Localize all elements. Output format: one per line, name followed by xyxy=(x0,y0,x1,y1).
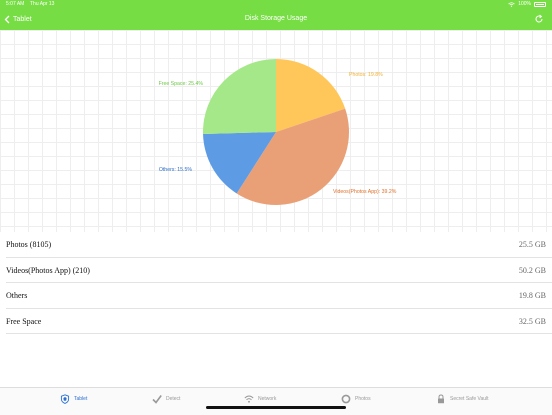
shield-icon xyxy=(60,394,70,404)
pie-label-videos: Videos(Photos App): 39.2% xyxy=(333,189,397,195)
pie-slice-videos xyxy=(236,108,350,205)
tab-label: Network xyxy=(258,396,277,402)
pie-label-photos: Photos: 19.8% xyxy=(349,72,383,78)
pie-slice-photos xyxy=(276,59,346,132)
home-indicator xyxy=(206,406,346,409)
list-item-size: 25.5 GB xyxy=(518,240,546,249)
list-item-name: Videos(Photos App) (210) xyxy=(6,265,90,275)
page-title: Disk Storage Usage xyxy=(244,15,308,22)
lock-icon xyxy=(438,394,444,404)
top-header: 5:07 AM Thu Apr 13 100% Tablet Disk Stor… xyxy=(0,0,552,30)
wifi-status-icon xyxy=(508,2,515,7)
pie-slice-free-space xyxy=(203,59,276,134)
tab-secret-safe-vault[interactable]: Secret Safe Vault xyxy=(436,393,489,405)
list-item-size: 19.8 GB xyxy=(518,291,546,300)
navigation-bar: Tablet Disk Storage Usage xyxy=(0,9,552,30)
status-indicators: 100% xyxy=(508,0,546,9)
battery-percent: 100% xyxy=(518,1,531,7)
list-item-photos[interactable]: Photos (8105) 25.5 GB xyxy=(6,232,552,258)
list-item-free-space[interactable]: Free Space 32.5 GB xyxy=(6,309,552,334)
tab-detect[interactable]: Detect xyxy=(152,393,180,405)
storage-list: Photos (8105) 25.5 GB Videos(Photos App)… xyxy=(6,232,552,334)
chevron-left-icon xyxy=(4,15,10,24)
battery-icon xyxy=(534,2,546,7)
tab-bar: Tablet Detect Network Photos Secret Safe… xyxy=(0,387,552,415)
tab-label: Secret Safe Vault xyxy=(450,396,489,402)
wifi-icon xyxy=(244,395,254,403)
status-time: 5:07 AM xyxy=(6,1,25,7)
tab-label: Detect xyxy=(166,396,181,402)
back-button[interactable]: Tablet xyxy=(4,13,32,26)
list-item-videos[interactable]: Videos(Photos App) (210) 50.2 GB xyxy=(6,258,552,283)
status-bar: 5:07 AM Thu Apr 13 100% xyxy=(0,0,552,9)
list-item-name: Free Space xyxy=(6,316,42,326)
pie-chart: Photos: 19.8% Videos(Photos App): 39.2% Ot… xyxy=(159,59,397,205)
photos-circle-icon xyxy=(341,394,351,404)
list-item-name: Others xyxy=(6,291,28,300)
tab-photos[interactable]: Photos xyxy=(341,393,371,405)
refresh-icon[interactable] xyxy=(534,14,544,24)
back-button-label: Tablet xyxy=(13,16,32,23)
pie-label-others: Others: 15.5% xyxy=(159,167,193,173)
pie-slice-others xyxy=(203,132,276,194)
checkmark-icon xyxy=(152,395,162,404)
tab-network[interactable]: Network xyxy=(244,393,276,405)
pie-label-free-space: Free Space: 25.4% xyxy=(159,81,204,87)
tab-label: Photos xyxy=(355,396,371,402)
list-item-size: 32.5 GB xyxy=(518,316,546,326)
tab-label: Tablet xyxy=(74,396,88,402)
status-date: Thu Apr 13 xyxy=(30,1,55,7)
tab-tablet[interactable]: Tablet xyxy=(60,393,87,405)
list-item-size: 50.2 GB xyxy=(518,265,546,275)
pie-chart-area: Photos: 19.8% Videos(Photos App): 39.2% Ot… xyxy=(0,30,552,232)
list-item-others[interactable]: Others 19.8 GB xyxy=(6,283,552,309)
list-item-name: Photos (8105) xyxy=(6,240,52,249)
